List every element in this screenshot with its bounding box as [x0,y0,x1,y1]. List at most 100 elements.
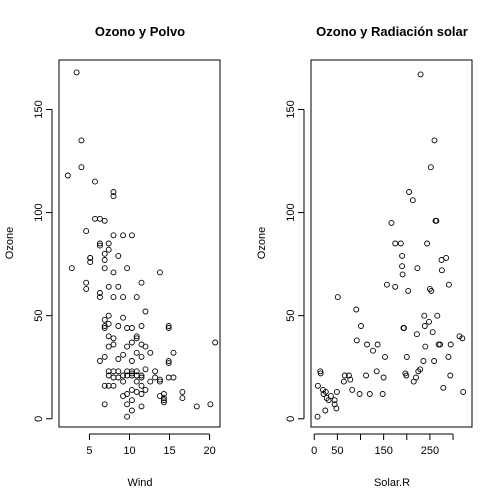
data-point [414,265,421,272]
data-point [424,240,431,247]
data-point [322,407,329,414]
data-point [413,374,419,381]
data-point [101,382,108,389]
data-point [142,386,149,393]
data-point [128,232,135,239]
data-point [101,250,108,257]
data-point [128,358,135,364]
y-axis: 0 50 100 150 [285,100,305,422]
data-point [428,287,435,294]
data-point [110,368,117,375]
data-point [147,378,154,385]
data-point [105,343,112,350]
data-point [124,401,131,408]
data-point [128,370,135,377]
x-axis-label: Solar.R [374,477,410,489]
y-tick-label: 100 [33,203,45,221]
x-tick-label: 15 [163,445,175,457]
data-point [120,372,127,379]
data-point [179,395,186,402]
data-point [459,335,466,342]
data-point [110,189,117,195]
data-point [73,69,80,76]
data-point [422,343,429,350]
data-point [160,397,167,404]
data-points [314,71,467,420]
x-tick-label: 20 [203,445,215,457]
data-point [124,325,131,331]
data-point [101,325,108,331]
data-point [347,376,354,383]
data-point [152,374,159,381]
data-point [105,320,112,327]
data-point [417,71,424,78]
data-point [92,178,98,185]
data-point [421,312,428,319]
data-point [115,374,122,381]
data-point [133,368,140,375]
data-point [438,257,445,263]
data-point [431,358,438,364]
data-point [138,279,145,286]
data-point [160,395,167,402]
data-point [382,353,388,360]
data-point [115,356,122,362]
data-point [322,388,329,395]
data-point [105,240,112,247]
data-point [110,382,117,389]
data-point [128,325,135,331]
data-point [138,372,145,379]
data-point [403,353,410,360]
data-point [333,388,340,395]
data-point [115,283,122,290]
data-point [124,343,131,350]
data-point [399,263,406,270]
data-point [212,339,219,346]
data-point [138,391,145,397]
y-tick-label: 150 [33,100,45,118]
data-point [374,341,381,348]
data-point [165,358,172,364]
data-point [96,215,103,222]
y-tick-label: 50 [285,310,297,322]
data-point [317,368,324,375]
data-point [120,378,127,385]
data-point [120,351,127,358]
chart-title: Ozono y Radiación solar [316,24,468,39]
data-point [101,316,108,323]
data-point [83,285,90,292]
data-point [401,325,407,331]
data-point [406,189,413,195]
data-point [421,323,428,329]
data-point [68,265,75,272]
data-point [128,397,135,404]
data-point [392,283,399,290]
data-point [165,325,172,331]
data-point [64,172,71,179]
data-point [207,401,214,408]
data-point [405,287,412,294]
data-point [363,372,370,379]
data-point [165,360,172,367]
data-point [193,403,200,410]
data-point [128,339,135,346]
data-point [443,254,450,261]
data-point [403,372,410,379]
data-point [327,393,334,400]
data-points [64,69,219,420]
data-point [124,391,131,397]
data-point [333,405,340,412]
data-point [314,413,321,420]
y-axis-label: Ozone [256,227,268,259]
data-point [115,368,122,375]
y-tick-label: 150 [285,100,297,118]
data-point [96,294,103,301]
data-point [434,312,441,319]
data-point [110,232,117,239]
plot-frame [58,59,221,428]
data-point [133,333,140,340]
data-point [101,353,108,360]
data-point [120,314,127,321]
data-point [392,240,399,247]
data-point [96,242,103,249]
